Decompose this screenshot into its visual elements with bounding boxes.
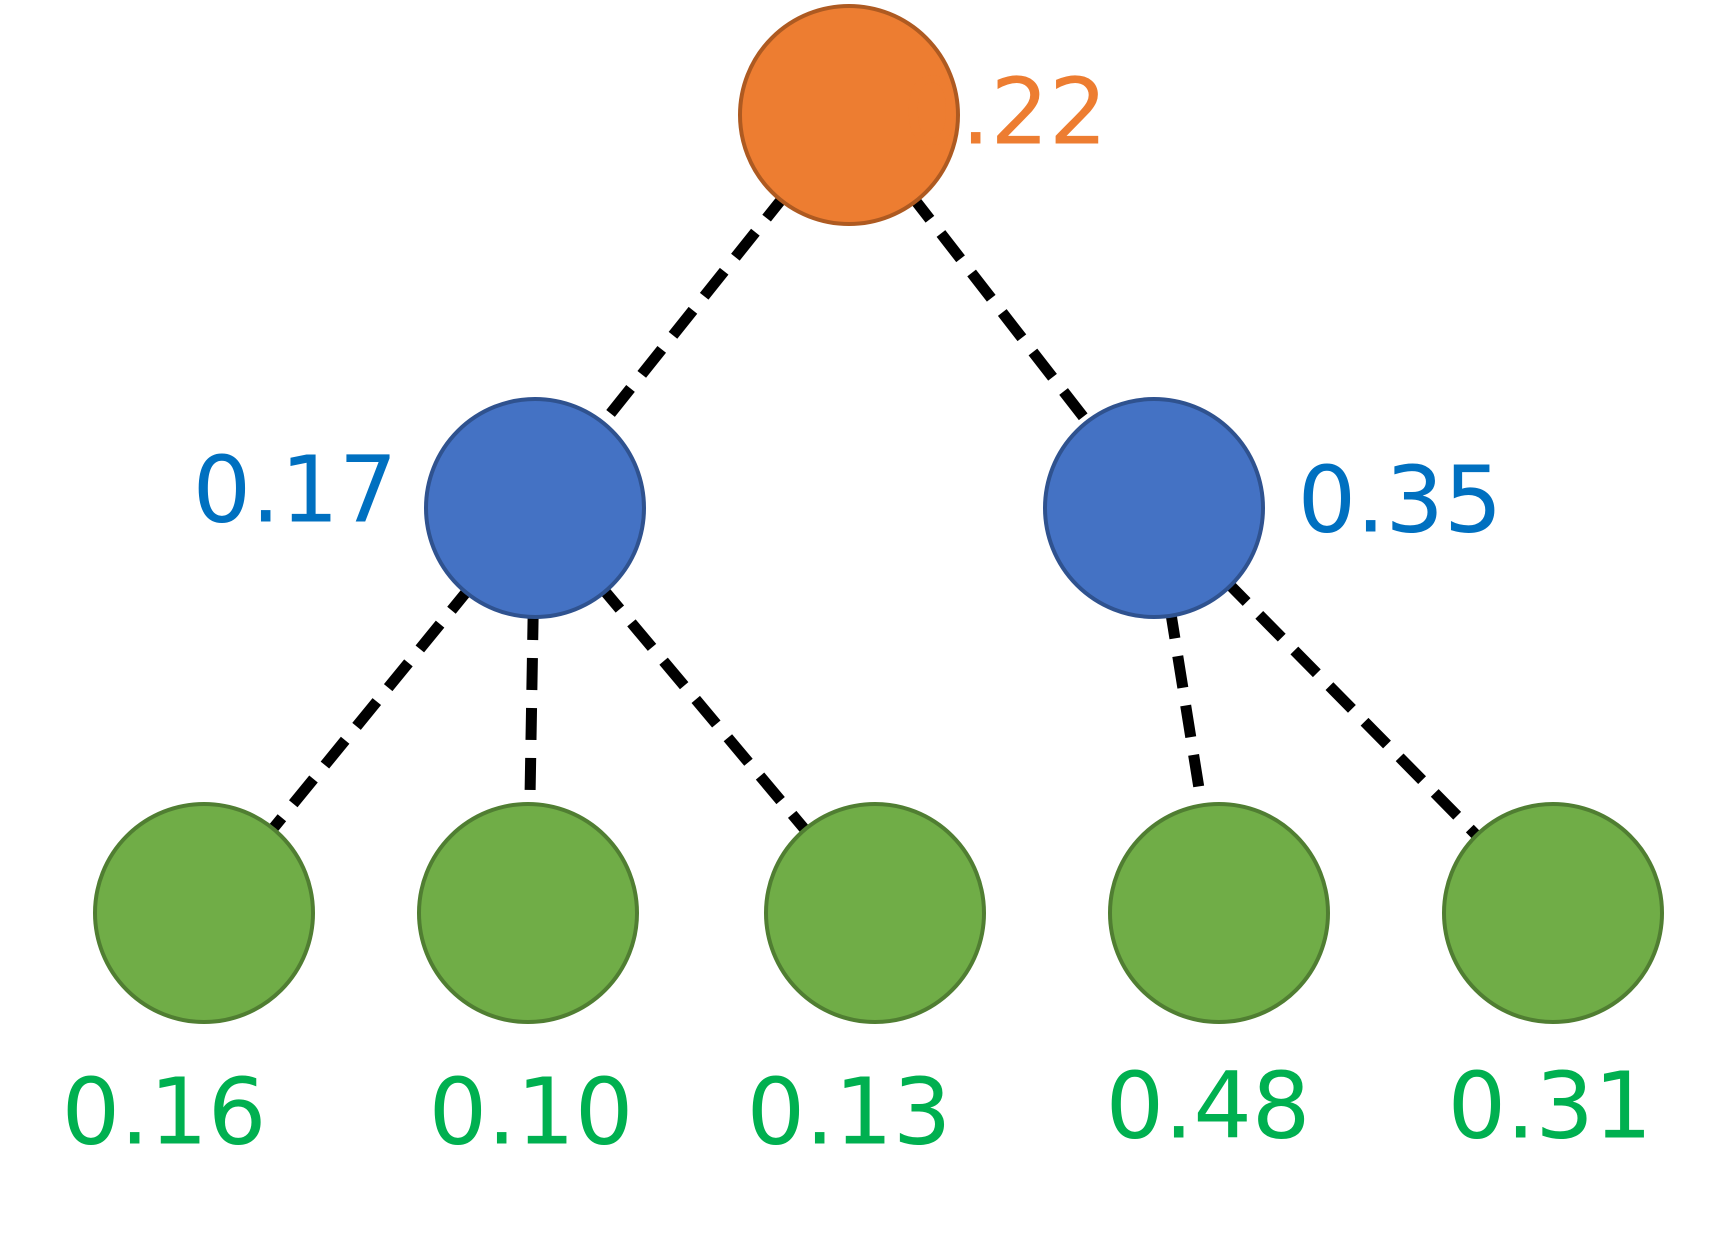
nodes [93,4,1664,1024]
node-label: 0.31 [1448,1052,1653,1159]
node-label: 0.16 [62,1058,267,1165]
leaf-node [1108,802,1330,1024]
node-label: 0.22 [903,58,1108,165]
mid-node [1043,397,1265,619]
edge [530,504,880,917]
leaf-node [764,802,986,1024]
node-label: 0.48 [1106,1052,1311,1159]
labels: 0.22 0.17 0.35 0.16 0.10 0.13 0.48 0.31 [62,58,1653,1165]
node-label: 0.10 [429,1058,634,1165]
edge [199,504,540,917]
root-node [738,4,960,226]
mid-node [424,397,646,619]
leaf-node [417,802,639,1024]
leaf-node [93,802,315,1024]
node-label: 0.35 [1298,446,1503,553]
leaf-node [1442,802,1664,1024]
node-label: 0.17 [193,436,398,543]
node-label: 0.13 [747,1058,952,1165]
